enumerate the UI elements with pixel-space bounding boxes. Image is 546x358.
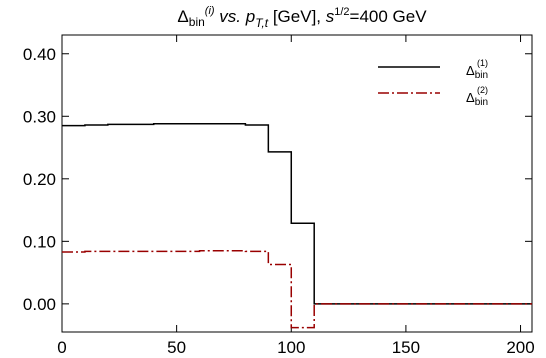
legend: Δbin (1) Δbin (2) [378,58,488,108]
title-s-sup: 1/2 [334,6,349,18]
chart-title: Δbin(i) vs. pT,t [GeV], s1/2=400 GeV [177,5,427,30]
title-delta-sub: bin [189,15,205,29]
title-s: s [326,7,335,26]
title-vs: vs. [215,7,246,26]
series-line-1 [62,123,532,305]
title-energy: =400 GeV [350,7,428,26]
series-line-2 [62,249,532,329]
y-tick-label-4: 0.40 [23,45,56,64]
y-tick-label-2: 0.20 [23,170,56,189]
x-tick-label-2: 100 [277,338,305,357]
legend-1-sup: (1) [477,58,488,68]
legend-1-sub: bin [475,70,488,81]
title-unit: [GeV], [268,7,326,26]
legend-label-series-1: Δbin (1) [466,58,488,81]
x-tick-label-4: 200 [506,338,534,357]
x-tick-label-0: 0 [57,338,66,357]
legend-2-main: Δ [466,90,475,105]
legend-2-sup: (2) [477,85,488,95]
x-axis: 0 50 100 150 200 [57,35,535,357]
y-tick-label-3: 0.30 [23,107,56,126]
legend-1-main: Δ [466,63,475,78]
title-delta: Δ [177,7,188,26]
title-p: p [245,7,255,26]
legend-2-sub: bin [475,97,488,108]
y-tick-label-1: 0.10 [23,232,56,251]
series-layer [62,123,532,329]
plot-frame [61,34,533,333]
legend-label-series-2: Δbin (2) [466,85,488,108]
title-p-sub: T,t [255,16,269,30]
x-tick-label-3: 150 [392,338,420,357]
y-tick-label-0: 0.00 [23,295,56,314]
title-delta-sup: (i) [205,5,215,17]
y-axis: 0.00 0.10 0.20 0.30 0.40 [23,45,532,314]
x-tick-label-1: 50 [167,338,186,357]
